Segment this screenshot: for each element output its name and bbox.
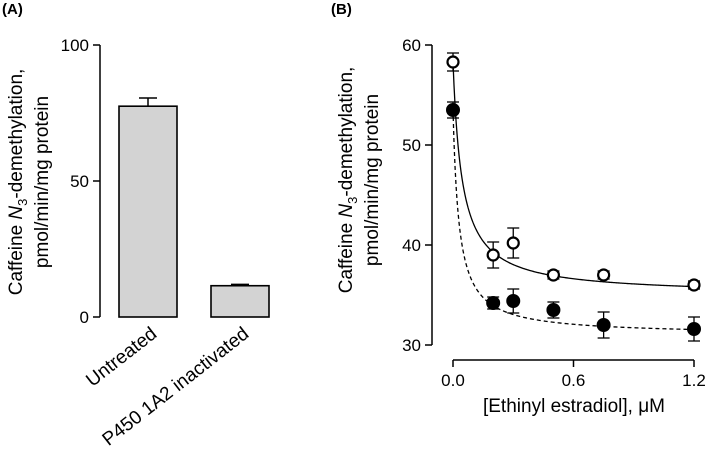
panel-a-y-tick-label: 100 [61, 36, 89, 55]
panel-a-category-label: P450 1A2 inactivated [99, 323, 253, 450]
panel-b-axes: 30 40 50 60 0.0 0.6 1.2 [402, 36, 706, 390]
panel-b-point-filled [446, 103, 460, 117]
panel-b-x-tick-label: 0.0 [441, 371, 465, 390]
panel-b-point-open [597, 268, 611, 282]
panel-b-point-open [687, 278, 701, 292]
panel-b-point-open [506, 236, 520, 250]
panel-b-ylabel-line2: pmol/min/mg protein [362, 94, 383, 266]
panel-a-y-axis: 0 50 100 [61, 36, 101, 327]
panel-a-category-label: Untreated [82, 323, 161, 391]
panel-b-point-open [446, 55, 460, 69]
panel-a-bar [210, 284, 270, 318]
panel-a-label: (A) [2, 1, 23, 18]
panel-b-y-tick-label: 30 [402, 336, 421, 355]
panel-b-points [446, 52, 701, 342]
panel-b-x-tick-label: 0.6 [562, 371, 586, 390]
panel-b-point-filled [596, 318, 611, 332]
panel-a-ylabel-line2: pmol/min/mg protein [32, 96, 53, 268]
panel-b-point-filled [687, 322, 701, 336]
panel-b-y-tick-label: 60 [402, 36, 421, 55]
panel-b-point-filled [546, 303, 561, 317]
panel-b-y-tick-label: 40 [402, 236, 421, 255]
panel-b-point-filled [486, 296, 501, 310]
panel-a-y-tick-label: 0 [80, 308, 89, 327]
panel-b-point-open [486, 248, 500, 262]
panel-a-ylabel-line1: Caffeine N3-demethylation, [6, 69, 30, 296]
panel-b-point-open [546, 268, 561, 282]
panel-b-y-tick-label: 50 [402, 136, 421, 155]
panel-b: (B) Caffeine N3-demethylation, pmol/min/… [331, 1, 706, 417]
panel-b-ylabel-line1: Caffeine N3-demethylation, [336, 67, 360, 294]
panel-b-x-tick-label: 1.2 [682, 371, 706, 390]
panel-a-bars [118, 97, 270, 318]
panel-a: (A) Caffeine N3-demethylation, pmol/min/… [2, 1, 270, 450]
panel-b-xlabel: [Ethinyl estradiol], μM [483, 396, 665, 417]
panel-a-y-tick-label: 50 [70, 172, 89, 191]
panel-b-point-filled [506, 294, 521, 308]
panel-b-label: (B) [331, 1, 352, 18]
panel-b-fit-curves [452, 61, 695, 331]
panel-a-bar [118, 105, 178, 318]
